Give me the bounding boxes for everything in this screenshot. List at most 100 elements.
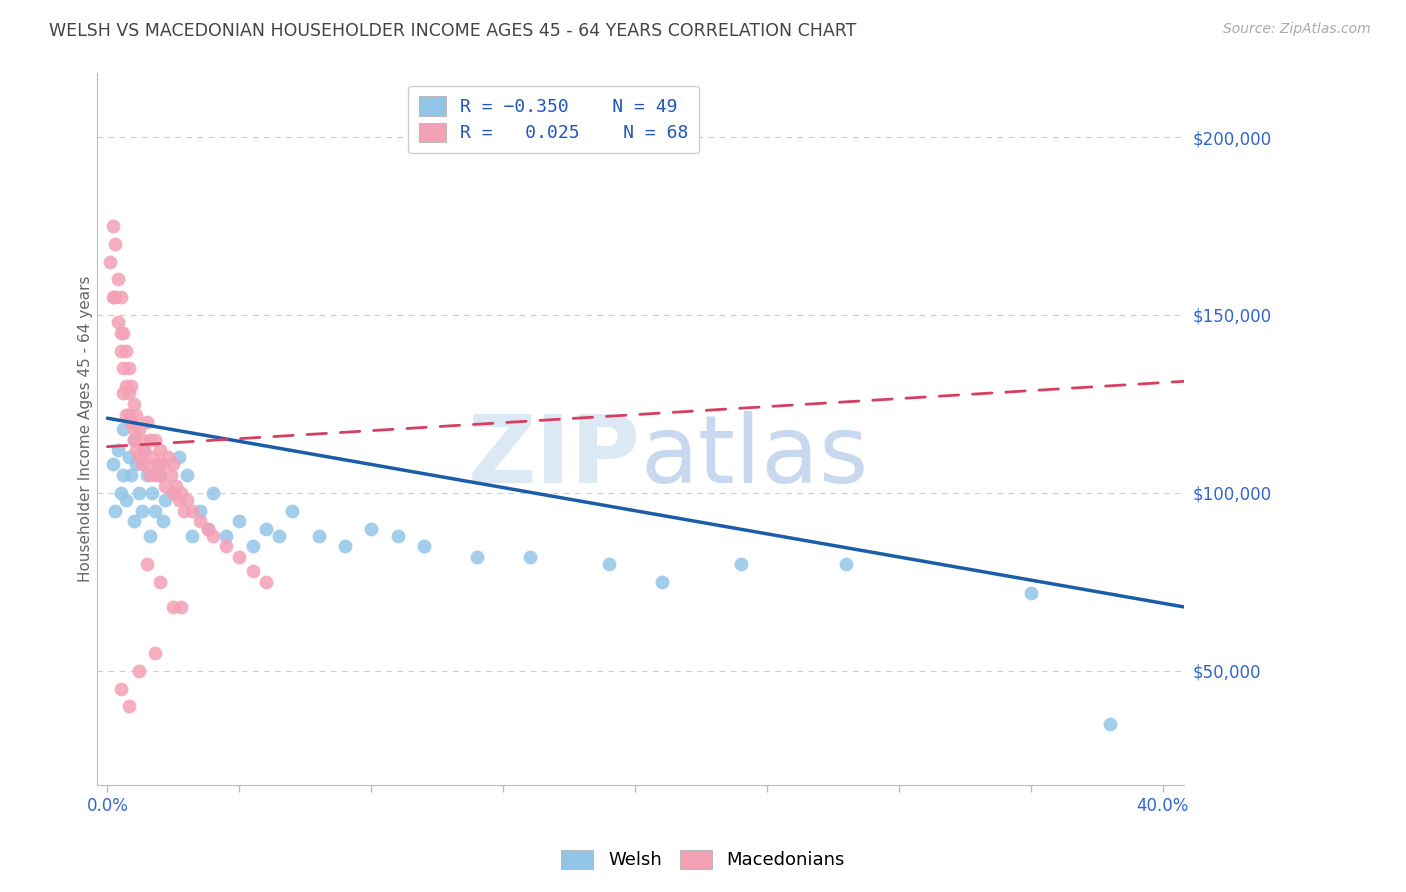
Point	[197, 522, 219, 536]
Point	[122, 433, 145, 447]
Text: Source: ZipAtlas.com: Source: ZipAtlas.com	[1223, 22, 1371, 37]
Point	[138, 528, 160, 542]
Point	[281, 504, 304, 518]
Point	[176, 493, 198, 508]
Point	[101, 458, 124, 472]
Point	[157, 450, 180, 465]
Point	[128, 422, 150, 436]
Point	[128, 450, 150, 465]
Point	[1099, 717, 1122, 731]
Point	[117, 386, 139, 401]
Point	[143, 646, 166, 660]
Point	[122, 422, 145, 436]
Point	[170, 486, 193, 500]
Point	[110, 486, 132, 500]
Point	[149, 468, 172, 483]
Point	[128, 486, 150, 500]
Point	[120, 415, 142, 429]
Point	[112, 361, 135, 376]
Point	[110, 343, 132, 358]
Point	[115, 408, 138, 422]
Point	[120, 379, 142, 393]
Point	[125, 443, 148, 458]
Point	[117, 361, 139, 376]
Point	[117, 408, 139, 422]
Point	[1019, 585, 1042, 599]
Point	[242, 539, 264, 553]
Point	[152, 515, 174, 529]
Point	[360, 522, 382, 536]
Point	[115, 379, 138, 393]
Point	[115, 343, 138, 358]
Point	[165, 479, 187, 493]
Point	[107, 315, 129, 329]
Point	[134, 443, 156, 458]
Point	[131, 458, 153, 472]
Point	[120, 468, 142, 483]
Point	[598, 557, 620, 571]
Point	[167, 493, 190, 508]
Point	[162, 486, 184, 500]
Point	[146, 458, 169, 472]
Point	[136, 557, 159, 571]
Point	[149, 468, 172, 483]
Point	[122, 515, 145, 529]
Text: ZIP: ZIP	[468, 411, 641, 503]
Point	[201, 486, 224, 500]
Point	[112, 386, 135, 401]
Point	[155, 479, 177, 493]
Point	[136, 458, 159, 472]
Point	[112, 468, 135, 483]
Point	[254, 522, 277, 536]
Point	[110, 290, 132, 304]
Point	[308, 528, 330, 542]
Point	[188, 504, 211, 518]
Point	[117, 450, 139, 465]
Point	[149, 443, 172, 458]
Point	[143, 468, 166, 483]
Text: atlas: atlas	[641, 411, 869, 503]
Point	[125, 408, 148, 422]
Point	[110, 326, 132, 340]
Point	[180, 528, 202, 542]
Legend: R = −0.350    N = 49, R =   0.025    N = 68: R = −0.350 N = 49, R = 0.025 N = 68	[408, 86, 699, 153]
Point	[136, 468, 159, 483]
Point	[651, 574, 673, 589]
Point	[413, 539, 436, 553]
Point	[141, 486, 163, 500]
Point	[122, 397, 145, 411]
Point	[519, 549, 541, 564]
Point	[155, 493, 177, 508]
Point	[173, 504, 195, 518]
Point	[104, 504, 127, 518]
Point	[104, 236, 127, 251]
Point	[143, 504, 166, 518]
Point	[104, 290, 127, 304]
Point	[180, 504, 202, 518]
Point	[215, 528, 238, 542]
Point	[267, 528, 290, 542]
Point	[835, 557, 858, 571]
Point	[197, 522, 219, 536]
Point	[152, 458, 174, 472]
Point	[162, 486, 184, 500]
Point	[112, 326, 135, 340]
Point	[101, 219, 124, 233]
Point	[146, 458, 169, 472]
Point	[107, 272, 129, 286]
Point	[131, 433, 153, 447]
Point	[138, 433, 160, 447]
Point	[112, 422, 135, 436]
Point	[159, 468, 181, 483]
Point	[143, 433, 166, 447]
Point	[242, 564, 264, 578]
Point	[110, 681, 132, 696]
Point	[176, 468, 198, 483]
Point	[117, 699, 139, 714]
Point	[188, 515, 211, 529]
Point	[228, 515, 250, 529]
Point	[254, 574, 277, 589]
Point	[101, 290, 124, 304]
Point	[134, 443, 156, 458]
Point	[167, 450, 190, 465]
